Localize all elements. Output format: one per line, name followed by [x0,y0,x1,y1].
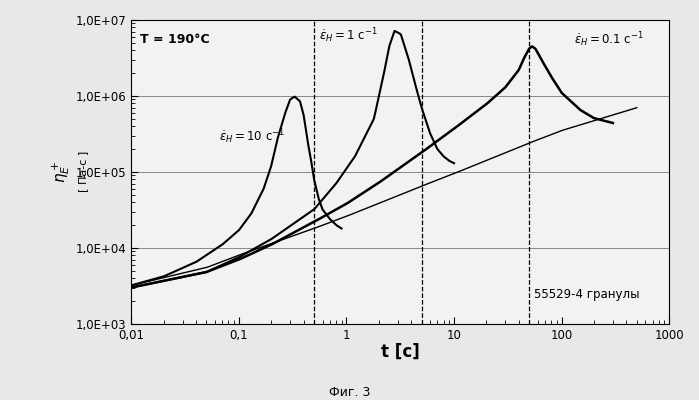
Text: $\dot{\varepsilon}_H = 10\ \mathrm{c}^{-1}$: $\dot{\varepsilon}_H = 10\ \mathrm{c}^{-… [219,128,285,146]
X-axis label: t [c]: t [c] [381,343,419,361]
Text: $\dot{\varepsilon}_H = 1\ \mathrm{c}^{-1}$: $\dot{\varepsilon}_H = 1\ \mathrm{c}^{-1… [319,26,377,44]
Text: [ Па-с ]: [ Па-с ] [78,151,88,192]
Text: $\eta_E^+$: $\eta_E^+$ [50,161,72,183]
Text: T = 190°C: T = 190°C [140,33,210,46]
Text: 55529-4 гранулы: 55529-4 гранулы [533,288,639,301]
Text: Фиг. 3: Фиг. 3 [329,386,370,399]
Text: $\dot{\varepsilon}_H = 0.1\ \mathrm{c}^{-1}$: $\dot{\varepsilon}_H = 0.1\ \mathrm{c}^{… [574,30,644,49]
